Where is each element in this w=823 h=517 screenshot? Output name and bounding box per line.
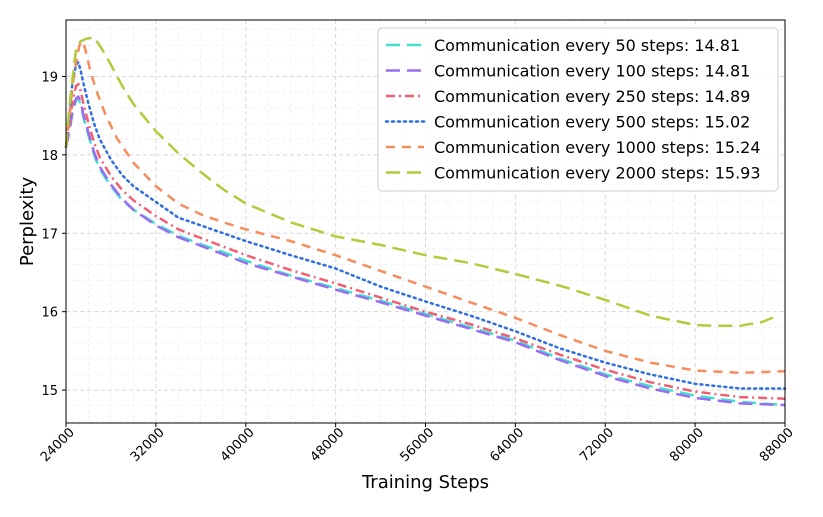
series-line-2 [64, 94, 786, 407]
legend-entry: Communication every 50 steps: 14.81 [434, 36, 740, 55]
y-tick-label: 17 [41, 227, 58, 242]
series-line-3 [64, 82, 786, 400]
series-lines [64, 35, 787, 407]
legend-entry: Communication every 1000 steps: 15.24 [434, 138, 761, 157]
legend-entry: Communication every 250 steps: 14.89 [434, 87, 750, 106]
x-tick-label: 80000 [667, 425, 707, 465]
x-tick-label: 24000 [38, 425, 78, 465]
x-tick-label: 64000 [487, 425, 527, 465]
x-tick-label: 48000 [308, 425, 348, 465]
legend-entry: Communication every 100 steps: 14.81 [434, 62, 750, 81]
x-tick-label: 88000 [757, 425, 797, 465]
legend-box [377, 27, 779, 192]
series-line-6 [64, 35, 775, 328]
x-tick-label: 32000 [128, 425, 168, 465]
x-tick-label: 40000 [218, 425, 258, 465]
legend: Communication every 50 steps: 14.81 Commu… [377, 27, 779, 192]
y-tick-label: 16 [41, 306, 58, 321]
y-tick-label: 18 [41, 149, 58, 164]
x-axis-label: Training Steps [361, 472, 489, 493]
x-tick-label: 72000 [577, 425, 617, 465]
x-tick-label: 56000 [397, 425, 437, 465]
y-tick-label: 19 [41, 70, 58, 85]
legend-entry: Communication every 2000 steps: 15.93 [434, 164, 761, 183]
y-axis-label: Perplexity [17, 177, 38, 267]
series-line-5 [64, 38, 786, 375]
series-line-4 [64, 59, 787, 390]
legend-entry: Communication every 500 steps: 15.02 [434, 113, 750, 132]
series-line-1 [64, 96, 786, 407]
y-tick-label: 15 [41, 384, 58, 399]
